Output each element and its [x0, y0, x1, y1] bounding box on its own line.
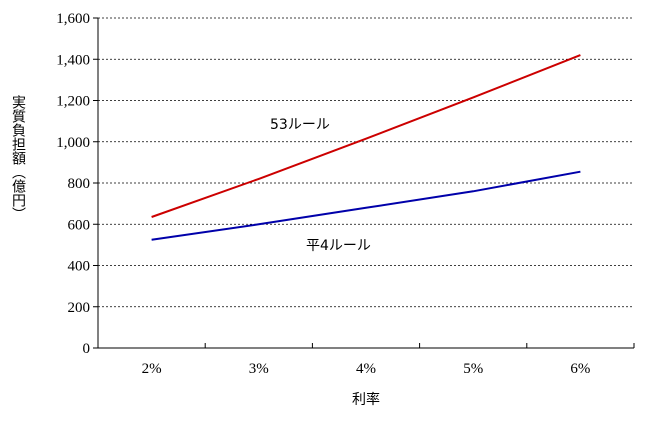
y-tick-label: 1,600 [56, 11, 90, 27]
y-tick-label: 200 [68, 300, 91, 316]
y-tick-label: 1,400 [56, 52, 90, 68]
y-axis-title: 実質負担額（億円） [10, 95, 26, 221]
y-tick-label: 800 [68, 176, 91, 192]
series-label-hei4: 平4ルール [306, 238, 371, 254]
axes [93, 17, 635, 349]
x-tick-label: 3% [249, 361, 269, 377]
y-tick-label: 0 [83, 341, 91, 357]
x-axis-title: 利率 [352, 391, 380, 408]
x-tick-label: 5% [463, 361, 483, 377]
y-tick-label: 400 [68, 259, 91, 275]
series-line-1 [151, 54, 581, 218]
x-tick-label: 6% [570, 361, 590, 377]
y-tick-label: 1,000 [56, 135, 90, 151]
y-tick-label: 1,200 [56, 94, 90, 110]
x-tick-label: 4% [356, 361, 376, 377]
series-label-53: 53ルール [270, 117, 330, 133]
x-tick-label: 2% [142, 361, 162, 377]
x-tick-labels: 2% 3% 4% 5% 6% [142, 361, 591, 377]
y-tick-labels: 0 200 400 600 800 1,000 1,200 1,400 1,600 [56, 11, 90, 357]
y-tick-label: 600 [68, 217, 91, 233]
series-lines [151, 54, 581, 241]
grid-lines [98, 17, 634, 308]
series-line-2 [151, 170, 581, 241]
